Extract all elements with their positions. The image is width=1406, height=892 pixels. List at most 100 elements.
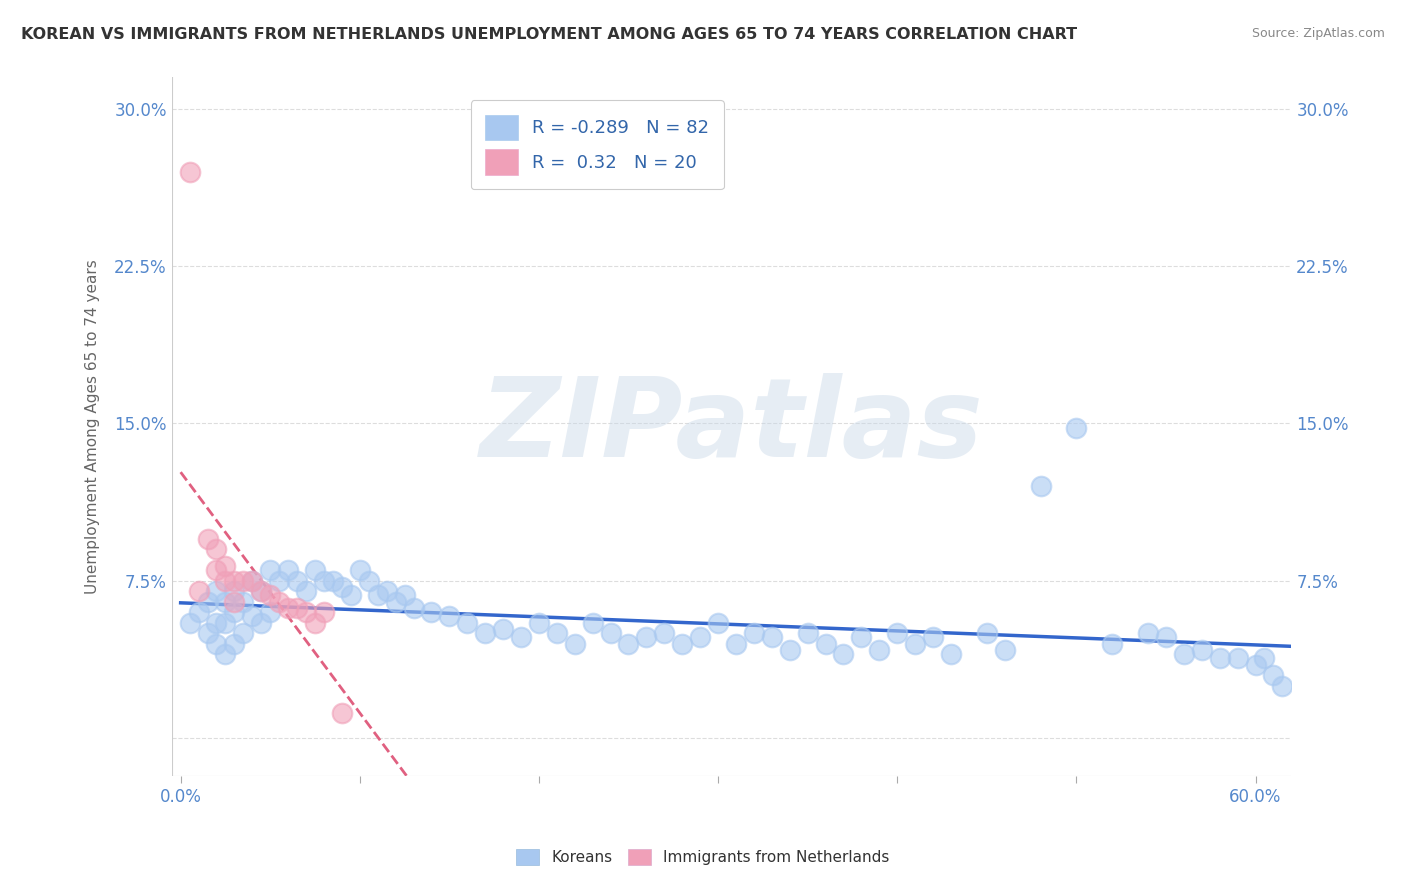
Point <box>671 637 693 651</box>
Point <box>277 601 299 615</box>
Point <box>259 589 281 603</box>
Point <box>796 626 818 640</box>
Point <box>197 595 219 609</box>
Point <box>214 559 236 574</box>
Point <box>214 615 236 630</box>
Point <box>179 615 201 630</box>
Point <box>214 647 236 661</box>
Point <box>1154 631 1177 645</box>
Point <box>868 643 890 657</box>
Point <box>330 580 353 594</box>
Point <box>1244 657 1267 672</box>
Point <box>1101 637 1123 651</box>
Point <box>851 631 873 645</box>
Text: Source: ZipAtlas.com: Source: ZipAtlas.com <box>1251 27 1385 40</box>
Legend: Koreans, Immigrants from Netherlands: Koreans, Immigrants from Netherlands <box>510 843 896 871</box>
Point <box>492 622 515 636</box>
Point <box>724 637 747 651</box>
Point <box>474 626 496 640</box>
Point <box>259 605 281 619</box>
Point <box>1253 651 1275 665</box>
Point <box>510 631 533 645</box>
Point <box>349 563 371 577</box>
Point <box>269 595 291 609</box>
Point <box>322 574 344 588</box>
Point <box>224 584 246 599</box>
Point <box>1173 647 1195 661</box>
Point <box>1137 626 1160 640</box>
Point <box>295 605 318 619</box>
Point <box>197 532 219 546</box>
Point <box>187 605 209 619</box>
Point <box>456 615 478 630</box>
Point <box>742 626 765 640</box>
Text: KOREAN VS IMMIGRANTS FROM NETHERLANDS UNEMPLOYMENT AMONG AGES 65 TO 74 YEARS COR: KOREAN VS IMMIGRANTS FROM NETHERLANDS UN… <box>21 27 1077 42</box>
Point <box>312 574 335 588</box>
Point <box>269 574 291 588</box>
Point <box>214 574 236 588</box>
Point <box>1226 651 1249 665</box>
Point <box>295 584 318 599</box>
Point <box>259 563 281 577</box>
Point <box>761 631 783 645</box>
Point <box>224 595 246 609</box>
Point <box>197 626 219 640</box>
Point <box>250 584 273 599</box>
Point <box>232 574 254 588</box>
Point <box>232 595 254 609</box>
Point <box>652 626 675 640</box>
Point <box>224 605 246 619</box>
Point <box>527 615 550 630</box>
Point <box>886 626 908 640</box>
Point <box>304 615 326 630</box>
Point <box>205 542 228 557</box>
Point <box>599 626 621 640</box>
Point <box>1208 651 1230 665</box>
Point <box>357 574 380 588</box>
Point <box>240 574 263 588</box>
Point <box>367 589 389 603</box>
Point <box>617 637 640 651</box>
Point <box>240 574 263 588</box>
Point <box>904 637 927 651</box>
Point <box>939 647 962 661</box>
Point <box>564 637 586 651</box>
Point <box>402 601 425 615</box>
Legend: R = -0.289   N = 82, R =  0.32   N = 20: R = -0.289 N = 82, R = 0.32 N = 20 <box>471 101 724 189</box>
Point <box>546 626 568 640</box>
Point <box>384 595 406 609</box>
Point <box>224 637 246 651</box>
Point <box>1191 643 1213 657</box>
Point <box>250 584 273 599</box>
Point <box>224 574 246 588</box>
Point <box>922 631 945 645</box>
Y-axis label: Unemployment Among Ages 65 to 74 years: Unemployment Among Ages 65 to 74 years <box>86 260 100 594</box>
Point <box>187 584 209 599</box>
Point <box>394 589 416 603</box>
Point <box>1271 679 1294 693</box>
Point <box>285 574 308 588</box>
Point <box>232 626 254 640</box>
Point <box>250 615 273 630</box>
Point <box>205 563 228 577</box>
Point <box>277 563 299 577</box>
Point <box>285 601 308 615</box>
Point <box>240 609 263 624</box>
Point <box>312 605 335 619</box>
Point <box>689 631 711 645</box>
Point <box>179 165 201 179</box>
Point <box>375 584 398 599</box>
Point <box>994 643 1017 657</box>
Point <box>976 626 998 640</box>
Point <box>1066 420 1088 434</box>
Point <box>439 609 461 624</box>
Point <box>330 706 353 720</box>
Point <box>779 643 801 657</box>
Point <box>214 595 236 609</box>
Point <box>582 615 605 630</box>
Point <box>205 637 228 651</box>
Point <box>832 647 855 661</box>
Text: ZIPatlas: ZIPatlas <box>479 373 983 480</box>
Point <box>205 615 228 630</box>
Point <box>636 631 658 645</box>
